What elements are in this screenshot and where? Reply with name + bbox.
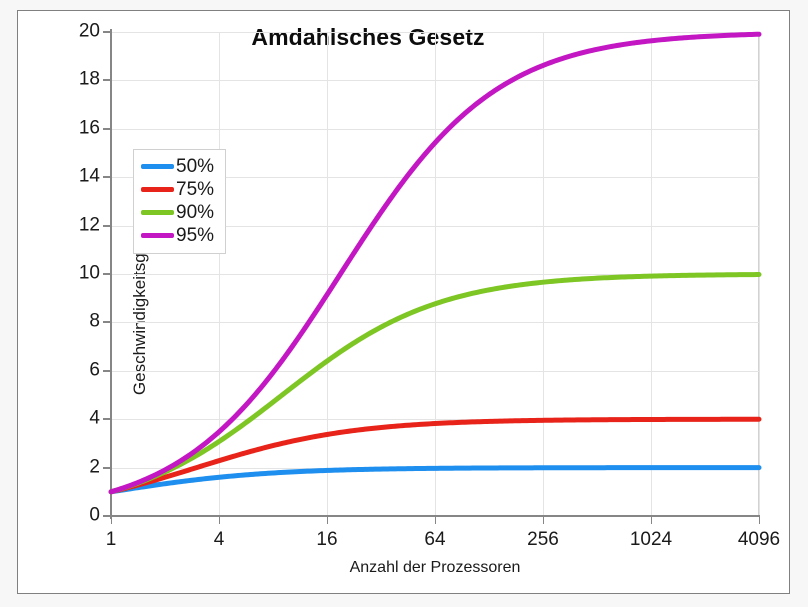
y-axis-tick [103, 79, 111, 82]
legend-item-label: 90% [176, 202, 215, 223]
legend-item-label: 75% [176, 179, 215, 200]
series-lines [108, 31, 762, 495]
series-line-90pct [108, 272, 762, 495]
series-line-75pct [108, 416, 762, 495]
gridline-vertical [435, 32, 436, 516]
chart-frame: Amdahlsches Gesetz Geschwindigkeitsgewin… [17, 10, 790, 594]
y-axis-tick-label: 16 [78, 117, 100, 139]
plot-area: 0 2 4 6 8 10 12 14 16 18 20 1 4 16 64 256 1024 4096 [79, 21, 780, 550]
legend-item[interactable]: 50% [134, 155, 225, 178]
x-axis-title: Anzahl der Prozessoren [349, 559, 521, 576]
y-axis-tick-label: 10 [78, 262, 100, 284]
legend: 50% 75% 90% 95% [133, 149, 226, 254]
y-axis-line [110, 29, 112, 519]
x-axis-tick [759, 516, 760, 524]
x-axis-tick [435, 516, 436, 524]
legend-swatch-icon [141, 187, 174, 192]
chart-title: Amdahlsches Gesetz [251, 24, 485, 50]
y-axis-tick-label: 2 [89, 456, 100, 478]
x-axis-line [103, 515, 760, 517]
y-axis-tick-label: 8 [89, 310, 100, 332]
x-axis-tick-label: 4096 [737, 529, 781, 550]
legend-item[interactable]: 90% [134, 201, 225, 224]
x-axis-tick [651, 516, 652, 524]
y-axis-tick [103, 418, 111, 421]
y-axis-tick [103, 127, 111, 130]
series-line-50pct [108, 465, 762, 495]
y-axis-tick-label: 18 [78, 68, 100, 90]
x-axis-tick-label: 1024 [629, 529, 673, 550]
y-axis-tick [103, 369, 111, 372]
x-axis-tick-label: 16 [316, 529, 338, 550]
y-axis-tick-label: 12 [78, 214, 100, 236]
legend-item[interactable]: 75% [134, 178, 225, 201]
y-axis-tick-label: 20 [78, 20, 100, 42]
legend-item-label: 50% [176, 156, 215, 177]
legend-swatch-icon [141, 233, 174, 238]
x-axis-tick-label: 64 [424, 529, 446, 550]
y-axis-tick [103, 321, 111, 324]
gridline-vertical [219, 32, 220, 516]
x-axis-tick-label: 1 [105, 529, 117, 550]
y-axis-tick-label: 6 [89, 359, 100, 381]
y-axis-tick [103, 515, 111, 517]
gridline-vertical [327, 32, 328, 516]
y-axis-tick-label: 0 [89, 504, 100, 526]
x-axis-tick [111, 516, 112, 524]
y-axis-tick [103, 224, 111, 227]
x-axis-tick-label: 4 [213, 529, 225, 550]
y-axis-tick [103, 176, 111, 179]
legend-item[interactable]: 95% [134, 224, 225, 247]
y-axis-tick [103, 466, 111, 469]
x-axis-tick [327, 516, 328, 524]
series-line-95pct [108, 31, 762, 495]
x-axis-tick [219, 516, 220, 524]
gridline-vertical [543, 32, 544, 516]
legend-swatch-icon [141, 210, 174, 215]
x-axis-tick-label: 256 [527, 529, 559, 550]
y-axis-tick-label: 4 [89, 407, 100, 429]
legend-swatch-icon [141, 164, 174, 169]
legend-item-label: 95% [176, 225, 215, 246]
x-axis-tick [543, 516, 544, 524]
y-axis-tick [103, 273, 111, 275]
y-axis-tick-label: 14 [78, 165, 100, 187]
y-axis-tick [103, 31, 111, 33]
